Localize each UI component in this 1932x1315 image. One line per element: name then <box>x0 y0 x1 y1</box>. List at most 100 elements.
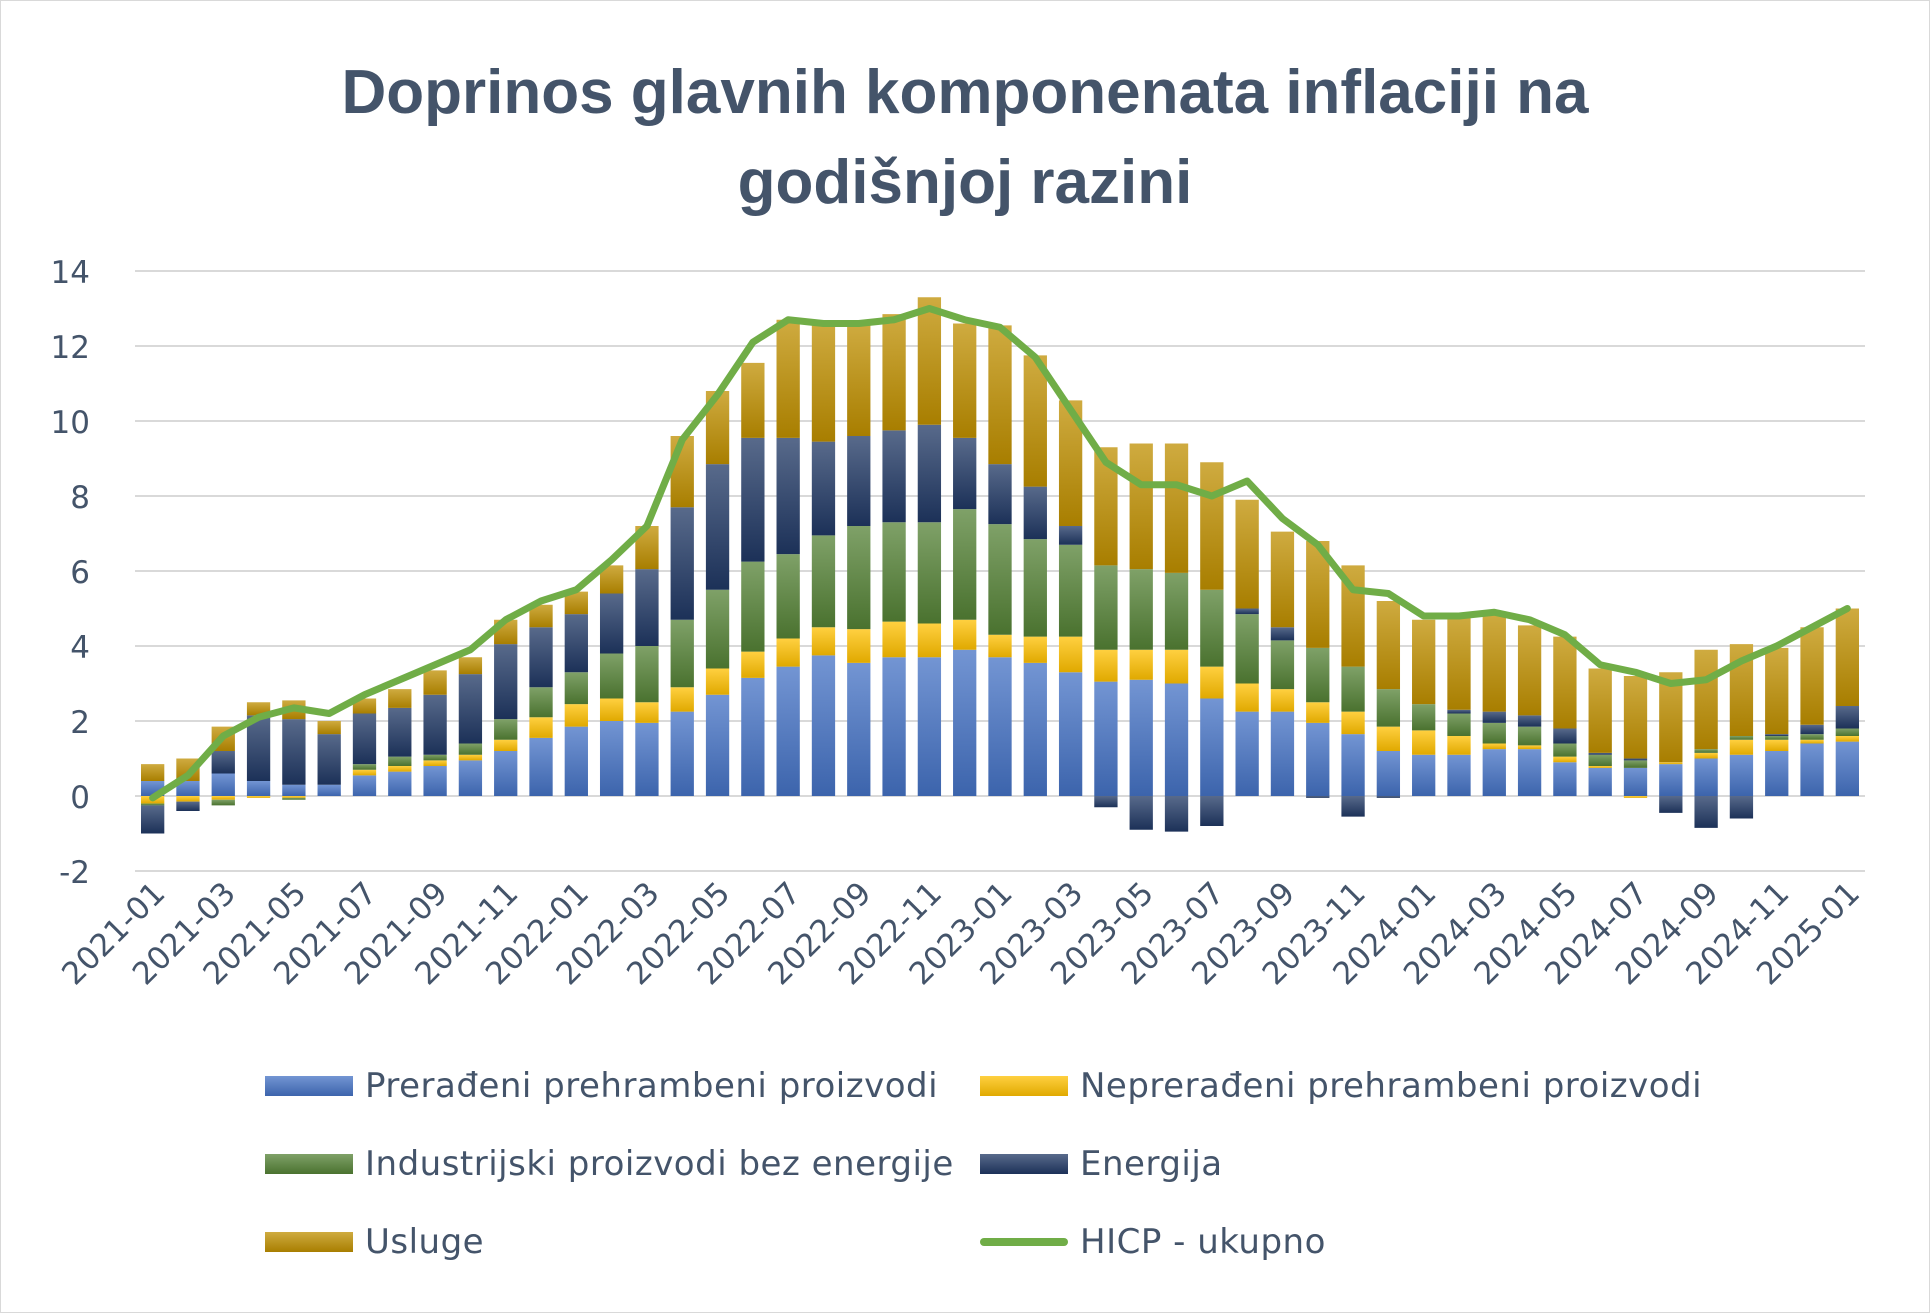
bar-segment <box>1023 355 1047 487</box>
bar-segment <box>1023 636 1047 663</box>
bar-segment <box>1447 709 1471 714</box>
bar-segment <box>352 769 377 776</box>
bar-segment <box>705 589 730 669</box>
bar-segment <box>1376 689 1401 727</box>
bar-segment <box>1482 743 1506 750</box>
bar-segment <box>1235 499 1259 609</box>
bar-segment <box>882 522 906 622</box>
legend-swatch <box>265 1076 353 1096</box>
bar-segment <box>1306 541 1330 648</box>
bar-segment <box>1235 608 1259 615</box>
bar-segment <box>352 775 377 796</box>
bar-segment <box>211 796 235 800</box>
bar-segment <box>1835 706 1859 729</box>
bar-segment <box>1094 649 1118 682</box>
bar-segment <box>1729 754 1754 796</box>
bar-segment <box>917 297 942 425</box>
bar-segment <box>1306 722 1330 796</box>
bar-segment <box>1623 767 1648 796</box>
legend-label: Energija <box>1080 1144 1223 1184</box>
bar-segment <box>741 677 765 796</box>
bar-segment <box>1129 679 1153 796</box>
bar-segment <box>917 623 942 658</box>
bar-segment <box>388 771 412 796</box>
bar-segment <box>1694 758 1718 796</box>
bar-segment <box>564 591 588 615</box>
bar-segment <box>1800 743 1824 796</box>
bar-segment <box>1164 443 1189 573</box>
bar-segment <box>1058 400 1083 526</box>
bar-segment <box>670 507 694 620</box>
bar-segment <box>1129 649 1153 680</box>
bar-segment <box>1553 728 1577 744</box>
bar-segment <box>847 629 871 663</box>
bar-segment <box>317 721 341 735</box>
bar-segment <box>176 801 200 811</box>
bar-segment <box>599 565 624 594</box>
bar-segment <box>388 756 412 766</box>
bar-segment <box>1129 443 1153 570</box>
bar-segment <box>1765 751 1789 796</box>
bar-segment <box>141 805 165 834</box>
bar-segment <box>1200 698 1224 796</box>
bar-segment <box>1588 752 1612 755</box>
bar-segment <box>882 430 906 523</box>
bar-segment <box>599 653 624 699</box>
bar-segment <box>494 739 518 751</box>
bar-segment <box>741 362 765 438</box>
bar-segment <box>1835 728 1859 736</box>
bar-segment <box>1835 741 1859 796</box>
bar-segment <box>1800 739 1824 744</box>
bar-segment <box>1412 730 1436 755</box>
bar-segment <box>705 694 730 796</box>
bar-segment <box>1623 676 1648 759</box>
bar-segment <box>988 325 1012 465</box>
bar-segment <box>458 674 483 744</box>
y-tick-label: 12 <box>51 330 90 366</box>
bar-segment <box>599 593 624 654</box>
bar-segment <box>1800 724 1824 735</box>
bar-segment <box>1659 762 1683 765</box>
legend-swatch <box>980 1076 1068 1096</box>
bar-segment <box>1765 739 1789 751</box>
bar-segment <box>1270 711 1295 796</box>
bar-segment <box>1659 672 1683 763</box>
bar-segment <box>1094 681 1118 796</box>
bar-segment <box>1023 662 1047 796</box>
bar-segment <box>882 314 906 431</box>
bar-segment <box>564 672 588 705</box>
bar-segment <box>1447 736 1471 755</box>
bar-segment <box>564 704 588 727</box>
bar-segment <box>1517 745 1542 750</box>
bar-segment <box>1094 447 1118 566</box>
legend-item: Industrijski proizvodi bez energije <box>265 1144 954 1184</box>
bar-segment <box>1412 619 1436 705</box>
bar-segment <box>1588 766 1612 768</box>
bar-segment <box>670 619 694 688</box>
bar-segment <box>1306 796 1330 798</box>
bar-segment <box>1200 589 1224 667</box>
bar-segment <box>1623 796 1648 798</box>
bar-segment <box>388 689 412 708</box>
bar-segment <box>599 721 624 796</box>
bar-segment <box>1588 754 1612 766</box>
legend-item: Energija <box>980 1144 1223 1184</box>
bar-segment <box>1517 625 1542 716</box>
legend-label: Neprerađeni prehrambeni proizvodi <box>1080 1066 1703 1106</box>
bar-segment <box>811 627 836 656</box>
bar-segment <box>741 561 765 652</box>
bar-segment <box>1058 544 1083 637</box>
bar-segment <box>458 760 483 796</box>
bar-segment <box>1659 796 1683 813</box>
legend-label: Industrijski proizvodi bez energije <box>365 1144 954 1184</box>
bar-segment <box>705 668 730 695</box>
bar-segment <box>529 627 553 688</box>
bar-segment <box>1553 636 1577 729</box>
bar-segment <box>1164 649 1189 684</box>
bar-segment <box>1800 734 1824 740</box>
bar-segment <box>1341 796 1365 817</box>
bar-segment <box>282 719 306 785</box>
bar-segment <box>811 535 836 628</box>
bar-segment <box>176 781 200 796</box>
bar-segment <box>1376 751 1401 796</box>
